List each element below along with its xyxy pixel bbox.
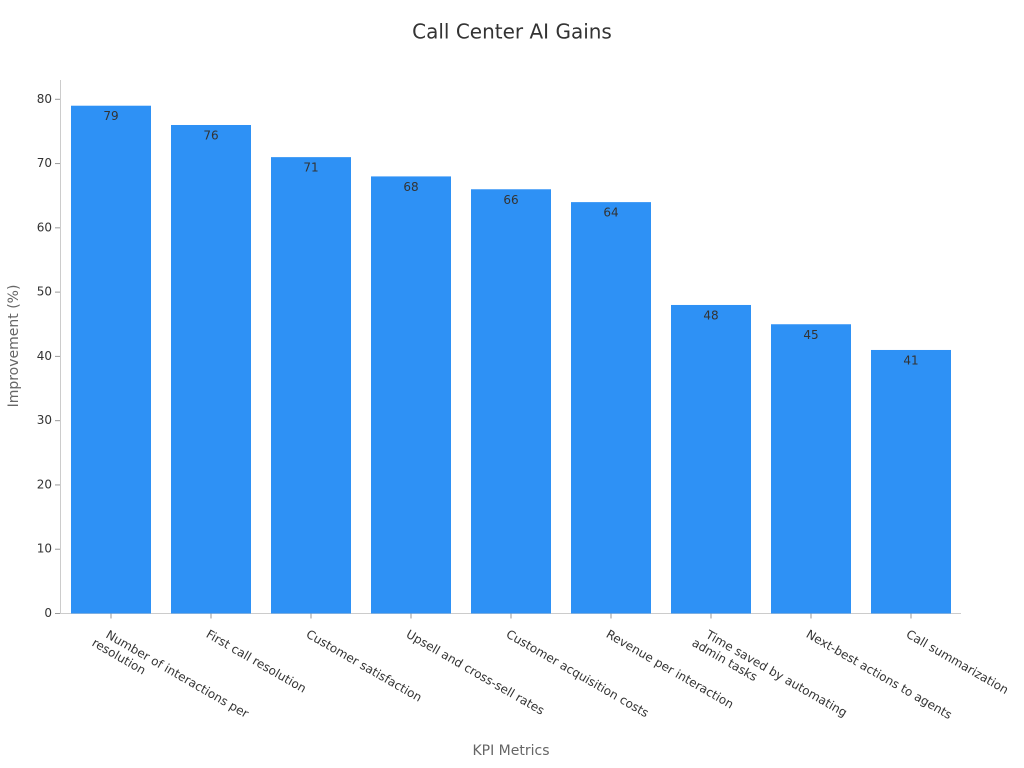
value-label: 48: [703, 308, 718, 322]
y-axis-label: Improvement (%): [6, 285, 22, 408]
bar: [271, 157, 351, 614]
value-label: 76: [203, 128, 218, 142]
bar: [771, 324, 851, 614]
y-tick-label: 0: [44, 606, 52, 620]
value-label: 68: [403, 180, 418, 194]
y-tick-label: 20: [37, 477, 52, 491]
y-tick-label: 30: [37, 413, 52, 427]
bar: [571, 202, 651, 614]
value-label: 64: [603, 206, 618, 220]
value-label: 66: [503, 193, 518, 207]
bar: [71, 105, 151, 614]
bar: [871, 349, 951, 614]
bar: [671, 304, 751, 614]
y-tick-label: 10: [37, 542, 52, 556]
value-label: 79: [103, 109, 118, 123]
bar: [471, 189, 551, 614]
x-tick-label: First call resolution: [204, 627, 309, 696]
bar: [371, 176, 451, 614]
y-tick-label: 70: [37, 156, 52, 170]
y-tick-label: 80: [37, 92, 52, 106]
y-tick-label: 60: [37, 220, 52, 234]
x-axis-label: KPI Metrics: [472, 743, 549, 759]
x-tick-label: Call summarization: [904, 627, 1011, 697]
chart-title: Call Center AI Gains: [412, 20, 612, 44]
bar: [171, 124, 251, 614]
y-tick-label: 50: [37, 285, 52, 299]
value-label: 71: [303, 161, 318, 175]
value-label: 41: [903, 353, 918, 367]
value-label: 45: [803, 328, 818, 342]
y-tick-label: 40: [37, 349, 52, 363]
